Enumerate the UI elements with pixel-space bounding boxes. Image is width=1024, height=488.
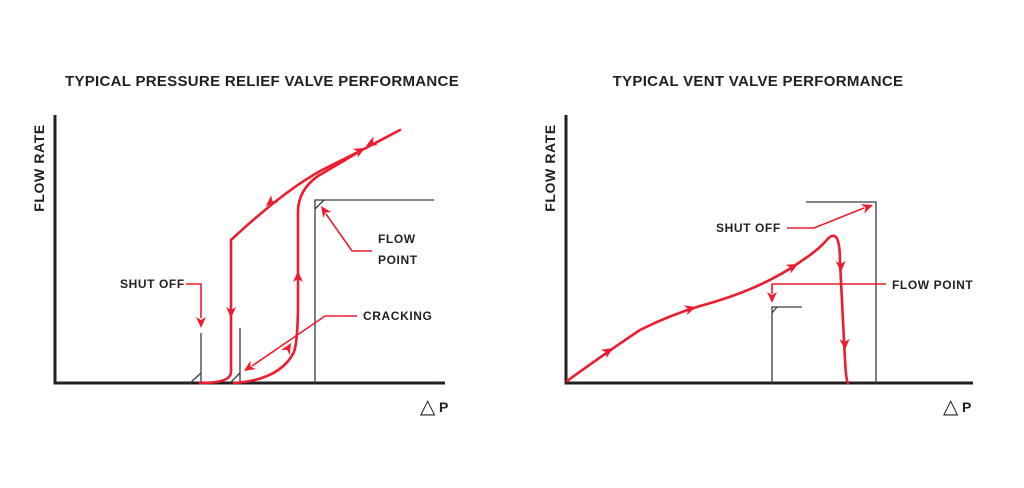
right-flow-curve xyxy=(565,234,850,385)
right-y-axis-label: FLOW RATE xyxy=(542,124,558,212)
left-x-axis-delta-symbol: △ xyxy=(420,396,436,418)
left-flowpoint-leader xyxy=(325,213,372,252)
vent-valve-chart: TYPICAL VENT VALVE PERFORMANCE FLOW RATE… xyxy=(542,73,973,418)
right-flowpoint-marker xyxy=(771,306,802,383)
left-chart-title: TYPICAL PRESSURE RELIEF VALVE PERFORMANC… xyxy=(65,73,459,90)
left-cracking-marker xyxy=(229,328,241,384)
left-cracking-label: CRACKING xyxy=(363,309,432,323)
left-flowpoint-label-line2: POINT xyxy=(378,253,418,267)
left-cracking-arrow xyxy=(241,360,256,376)
left-cracking-leader xyxy=(251,315,357,367)
left-y-axis-label: FLOW RATE xyxy=(31,124,47,212)
right-flowpoint-label: FLOW POINT xyxy=(892,278,973,292)
right-x-axis-label: P xyxy=(962,399,972,415)
right-axes xyxy=(564,115,973,385)
left-arrow-down-2 xyxy=(262,195,278,210)
left-shutoff-arrow xyxy=(196,317,206,328)
left-decreasing-curve xyxy=(198,128,402,385)
right-shutoff-label: SHUT OFF xyxy=(716,221,781,235)
right-x-axis-delta-symbol: △ xyxy=(943,396,959,418)
pressure-relief-valve-chart: TYPICAL PRESSURE RELIEF VALVE PERFORMANC… xyxy=(31,73,459,418)
right-shutoff-marker xyxy=(806,201,877,383)
left-shutoff-label: SHUT OFF xyxy=(120,277,185,291)
left-axes xyxy=(53,115,445,385)
right-flowpoint-leader xyxy=(771,283,886,294)
left-x-axis-label: P xyxy=(439,399,449,415)
left-flowpoint-marker xyxy=(314,199,434,383)
left-shutoff-leader xyxy=(186,283,202,318)
left-shutoff-marker xyxy=(189,333,202,384)
right-shutoff-leader xyxy=(787,207,865,229)
left-increasing-curve xyxy=(232,148,364,385)
right-chart-title: TYPICAL VENT VALVE PERFORMANCE xyxy=(613,73,904,90)
left-flowpoint-label-line1: FLOW xyxy=(378,232,416,246)
